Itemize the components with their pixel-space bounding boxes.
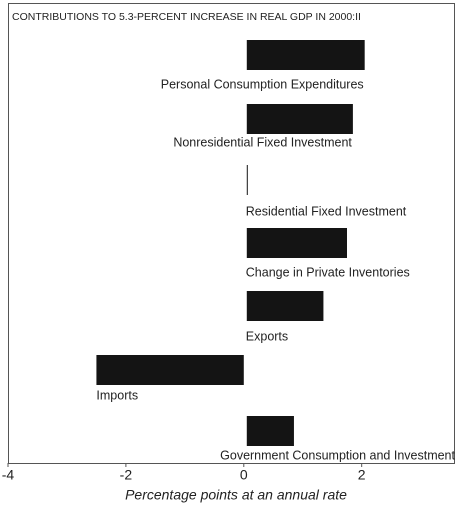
category-label: Exports	[246, 329, 288, 343]
x-tick-label: 0	[240, 467, 248, 483]
category-label: Change in Private Inventories	[246, 265, 410, 279]
category-label: Personal Consumption Expenditures	[161, 77, 364, 91]
plot-frame	[8, 3, 455, 464]
category-label: Imports	[96, 388, 138, 402]
bar	[246, 165, 248, 195]
x-tick-label: -2	[120, 467, 133, 483]
bar	[246, 291, 324, 321]
category-label: Nonresidential Fixed Investment	[173, 135, 352, 149]
bar	[246, 40, 365, 70]
bar	[246, 416, 294, 446]
chart-title: CONTRIBUTIONS TO 5.3-PERCENT INCREASE IN…	[12, 11, 361, 23]
x-axis-label: Percentage points at an annual rate	[125, 487, 347, 503]
x-tick-label: -4	[2, 467, 15, 483]
bar	[246, 104, 353, 134]
bar	[96, 355, 244, 385]
x-tick-label: 2	[358, 467, 366, 483]
category-label: Residential Fixed Investment	[246, 204, 407, 218]
bar	[246, 228, 347, 258]
category-label: Government Consumption and Investment	[220, 448, 455, 462]
